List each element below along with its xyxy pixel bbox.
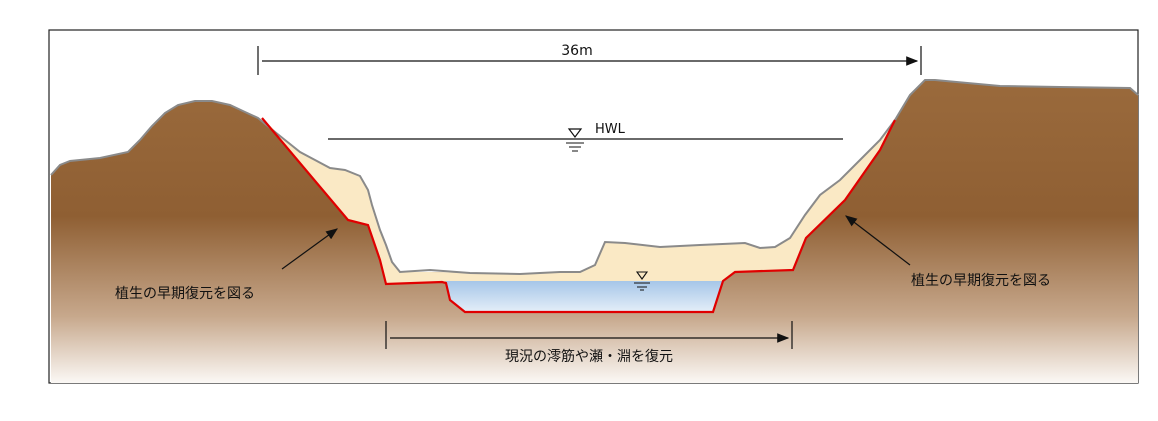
vegetation-left-label: 植生の早期復元を図る	[115, 285, 255, 302]
hwl-water-level-icon	[566, 128, 584, 152]
vegetation-right-label: 植生の早期復元を図る	[911, 272, 1051, 289]
ground-surface-line	[50, 79, 1139, 276]
vegetation-left-arrow	[281, 228, 338, 270]
width-label: 36m	[561, 43, 592, 59]
vegetation-right-arrow	[845, 215, 911, 266]
low-water-channel	[446, 281, 723, 312]
hwl-label: HWL	[595, 122, 626, 137]
revetment-line	[261, 117, 896, 314]
low-water-level-icon	[634, 271, 650, 291]
restore-label: 現況の澪筋や瀬・淵を復元	[505, 348, 673, 365]
